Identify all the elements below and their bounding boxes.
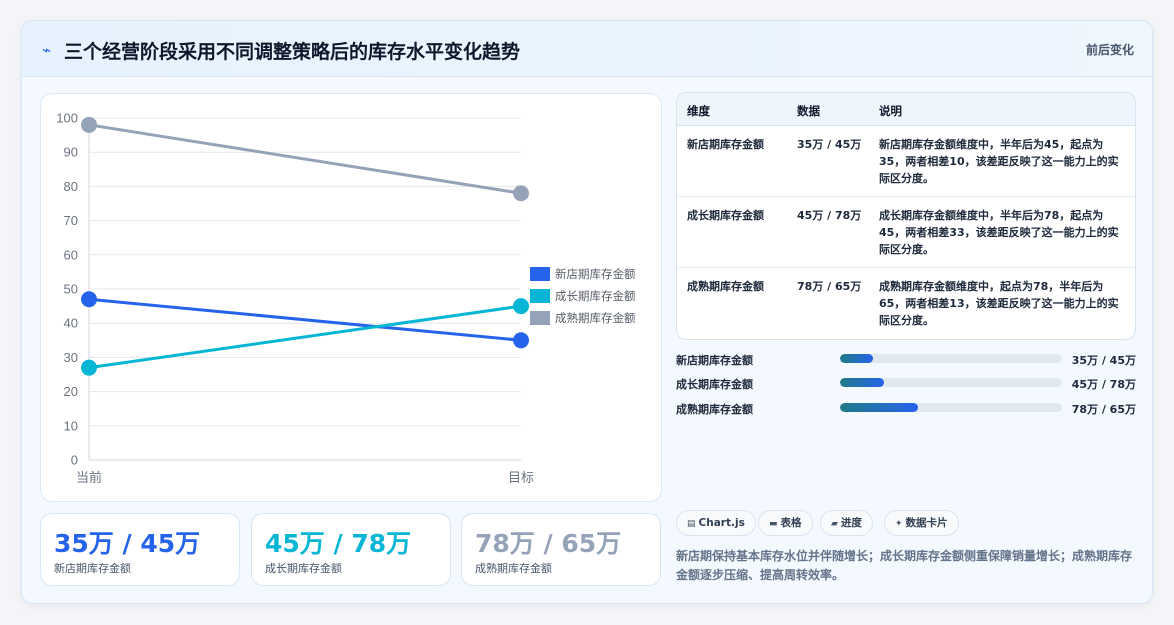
line-chart: 0 10 20 30 40 50 60 70 80 90 100 当前 目标 新店期库存金额成长期库存金额… xyxy=(56,111,636,486)
window-icon: ▤ xyxy=(687,519,696,529)
progress-fill xyxy=(840,378,885,387)
legend-swatch xyxy=(530,289,550,303)
x-tick-label: 当前 xyxy=(76,470,102,485)
cell-description: 成熟期库存金额维度中，起点为78，半年后为65，两者相差13，该差距反映了这一能… xyxy=(879,280,1119,327)
main-card: ⌁ 三个经营阶段采用不同调整策略后的库存水平变化趋势 前后变化 0 10 20 30 4… xyxy=(21,20,1153,604)
legend-swatch xyxy=(530,311,550,325)
legend-label: 成熟期库存金额 xyxy=(555,311,636,325)
y-tick-label: 20 xyxy=(64,384,78,399)
progress-track xyxy=(840,403,1062,412)
series-line xyxy=(88,304,522,370)
summary-note: 新店期保持基本库存水位并伴随增长；成长期库存金额侧重保障销量增长；成熟期库存金额… xyxy=(676,549,1133,582)
progress-fill xyxy=(840,403,918,412)
progress-row: 成长期库存金额 45万 / 78万 xyxy=(676,374,1136,392)
column-header-data: 数据 xyxy=(797,104,820,118)
stat-value: 45万 / 78万 xyxy=(265,529,412,558)
data-point xyxy=(513,298,529,315)
progress-value: 78万 / 65万 xyxy=(1071,403,1136,416)
data-point xyxy=(81,291,97,308)
cell-data: 78万 / 65万 xyxy=(797,280,862,293)
column-header-dimension: 维度 xyxy=(687,104,710,118)
cell-dimension: 新店期库存金额 xyxy=(687,138,764,151)
legend-label: 新店期库存金额 xyxy=(555,267,636,281)
progress-label: 新店期库存金额 xyxy=(676,354,753,367)
progress-label: 成熟期库存金额 xyxy=(676,403,753,416)
stat-label: 成长期库存金额 xyxy=(265,562,342,575)
legend-label: 成长期库存金额 xyxy=(555,289,636,303)
y-tick-label: 30 xyxy=(64,350,78,365)
chip-chartjs[interactable]: ▤ Chart.js xyxy=(676,510,756,536)
stat-value: 35万 / 45万 xyxy=(54,529,201,558)
table-row: 成长期库存金额 45万 / 78万 成长期库存金额维度中，半年后为78，起点为4… xyxy=(677,197,1135,268)
chip-label: 进度 xyxy=(840,517,862,529)
cell-data: 45万 / 78万 xyxy=(797,209,862,222)
series-line xyxy=(88,297,522,342)
cell-data: 35万 / 45万 xyxy=(797,138,862,151)
y-tick-label: 100 xyxy=(56,111,78,126)
stat-card-new-store: 35万 / 45万 新店期库存金额 xyxy=(40,513,240,586)
stat-card-growth: 45万 / 78万 成长期库存金额 xyxy=(251,513,451,586)
series-line xyxy=(88,123,522,195)
progress-label: 成长期库存金额 xyxy=(676,378,753,391)
table-row: 新店期库存金额 35万 / 45万 新店期库存金额维度中，半年后为45，起点为3… xyxy=(677,126,1135,197)
y-tick-label: 10 xyxy=(64,418,78,433)
chip-table[interactable]: ▬ 表格 xyxy=(758,510,813,536)
x-tick-label: 目标 xyxy=(508,470,534,485)
progress-icon: ▰ xyxy=(831,519,838,529)
legend-swatch xyxy=(530,267,550,281)
progress-track xyxy=(840,378,1062,387)
y-tick-label: 50 xyxy=(64,282,78,297)
y-tick-label: 60 xyxy=(64,247,78,262)
table-header: 维度 数据 说明 xyxy=(677,93,1135,126)
data-table: 维度 数据 说明 新店期库存金额 35万 / 45万 新店期库存金额维度中，半年… xyxy=(676,92,1136,340)
progress-value: 45万 / 78万 xyxy=(1071,378,1136,391)
page-title: 三个经营阶段采用不同调整策略后的库存水平变化趋势 xyxy=(64,41,521,63)
y-tick-label: 90 xyxy=(64,145,78,160)
data-point xyxy=(513,332,529,349)
chip-label: Chart.js xyxy=(698,517,745,529)
table-row: 成熟期库存金额 78万 / 65万 成熟期库存金额维度中，起点为78，半年后为6… xyxy=(677,268,1135,339)
stat-card-mature: 78万 / 65万 成熟期库存金额 xyxy=(461,513,661,586)
cell-dimension: 成熟期库存金额 xyxy=(687,280,764,293)
y-tick-label: 0 xyxy=(71,453,78,468)
chip-label: 数据卡片 xyxy=(905,517,948,529)
lightning-icon: ⌁ xyxy=(42,41,52,59)
data-point xyxy=(81,359,97,376)
sparkle-icon: ✦ xyxy=(895,519,903,529)
stat-label: 新店期库存金额 xyxy=(54,562,131,575)
cell-dimension: 成长期库存金额 xyxy=(687,209,764,222)
y-tick-label: 80 xyxy=(64,179,78,194)
chip-label: 表格 xyxy=(780,517,802,529)
stat-label: 成熟期库存金额 xyxy=(475,562,552,575)
progress-row: 新店期库存金额 35万 / 45万 xyxy=(676,350,1136,368)
table-icon: ▬ xyxy=(769,519,778,529)
data-point xyxy=(513,185,529,202)
cell-description: 成长期库存金额维度中，半年后为78，起点为45，两者相差33，该差距反映了这一能… xyxy=(879,209,1119,256)
chip-progress[interactable]: ▰ 进度 xyxy=(820,510,873,536)
y-tick-label: 40 xyxy=(64,316,78,331)
data-point xyxy=(81,116,97,133)
progress-row: 成熟期库存金额 78万 / 65万 xyxy=(676,399,1136,417)
progress-fill xyxy=(840,354,874,363)
header-badge: 前后变化 xyxy=(1085,43,1134,57)
progress-value: 35万 / 45万 xyxy=(1071,354,1136,367)
progress-track xyxy=(840,354,1062,363)
y-tick-label: 70 xyxy=(64,213,78,228)
card-header: ⌁ 三个经营阶段采用不同调整策略后的库存水平变化趋势 前后变化 xyxy=(22,21,1152,77)
chip-data-card[interactable]: ✦ 数据卡片 xyxy=(884,510,959,536)
cell-description: 新店期库存金额维度中，半年后为45，起点为35，两者相差10，该差距反映了这一能… xyxy=(879,138,1119,185)
stat-value: 78万 / 65万 xyxy=(475,529,622,558)
column-header-description: 说明 xyxy=(879,104,902,118)
line-chart-panel: 0 10 20 30 40 50 60 70 80 90 100 当前 目标 新店期库存金额 成长期库存金额… xyxy=(40,93,662,502)
